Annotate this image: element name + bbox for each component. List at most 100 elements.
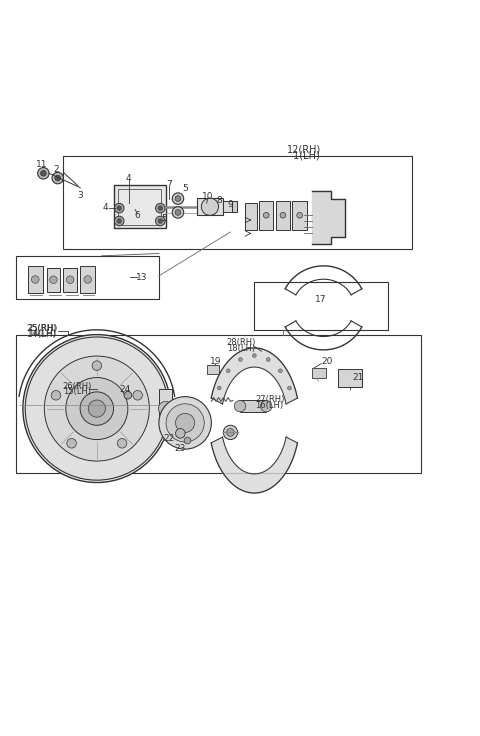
- Circle shape: [217, 386, 221, 390]
- Circle shape: [234, 400, 246, 412]
- Text: 1(LH): 1(LH): [289, 151, 319, 160]
- Circle shape: [266, 358, 270, 361]
- Bar: [118, 189, 161, 224]
- Text: 5: 5: [182, 183, 188, 193]
- Circle shape: [115, 216, 124, 226]
- Circle shape: [117, 219, 121, 224]
- Circle shape: [52, 172, 63, 184]
- Circle shape: [252, 354, 256, 358]
- Circle shape: [297, 213, 302, 218]
- Text: 11: 11: [36, 160, 48, 169]
- Bar: [223, 201, 232, 213]
- Bar: [28, 266, 43, 293]
- Text: 15(LH): 15(LH): [63, 387, 91, 396]
- Text: 27(RH): 27(RH): [255, 395, 284, 404]
- Bar: [63, 155, 412, 249]
- Circle shape: [44, 356, 149, 461]
- Polygon shape: [211, 437, 298, 493]
- Text: 4: 4: [103, 203, 108, 212]
- Circle shape: [172, 207, 184, 218]
- Text: 16(LH): 16(LH): [255, 400, 284, 410]
- Circle shape: [166, 404, 204, 442]
- Text: 25(RH): 25(RH): [26, 324, 58, 333]
- Bar: [276, 201, 290, 230]
- Bar: [312, 368, 326, 378]
- Circle shape: [288, 386, 291, 390]
- Bar: [114, 185, 166, 228]
- Circle shape: [156, 203, 165, 213]
- Circle shape: [158, 401, 173, 416]
- Circle shape: [23, 335, 171, 483]
- Circle shape: [158, 206, 163, 210]
- Text: 14(LH): 14(LH): [27, 330, 57, 339]
- Bar: [206, 365, 218, 374]
- Text: 4: 4: [126, 174, 132, 183]
- Polygon shape: [211, 348, 298, 404]
- Text: 9: 9: [228, 199, 233, 209]
- Circle shape: [133, 391, 143, 400]
- Circle shape: [117, 439, 127, 448]
- Circle shape: [264, 213, 269, 218]
- Circle shape: [201, 198, 218, 216]
- Text: 10: 10: [202, 191, 214, 201]
- Bar: [338, 369, 362, 387]
- Bar: [254, 282, 388, 330]
- Circle shape: [175, 210, 181, 216]
- Circle shape: [37, 168, 49, 179]
- Circle shape: [51, 391, 61, 400]
- Circle shape: [66, 378, 128, 439]
- Bar: [232, 201, 237, 213]
- Circle shape: [49, 276, 57, 283]
- Circle shape: [66, 276, 74, 283]
- Text: 3: 3: [77, 191, 83, 199]
- Bar: [259, 201, 274, 230]
- Text: 17: 17: [315, 295, 327, 304]
- Circle shape: [25, 337, 168, 480]
- Text: 26(RH): 26(RH): [62, 382, 92, 391]
- Text: 2: 2: [53, 165, 59, 174]
- Circle shape: [223, 425, 238, 439]
- Circle shape: [117, 206, 121, 210]
- Circle shape: [158, 219, 163, 224]
- Text: 23: 23: [174, 444, 186, 453]
- Circle shape: [159, 397, 211, 449]
- Bar: [292, 201, 307, 230]
- Circle shape: [32, 276, 39, 283]
- Circle shape: [67, 439, 76, 448]
- Circle shape: [80, 392, 114, 425]
- Text: 6: 6: [134, 210, 140, 220]
- Circle shape: [175, 196, 181, 202]
- Text: 21: 21: [353, 373, 364, 382]
- Text: 20: 20: [322, 357, 333, 367]
- Text: 7: 7: [167, 180, 172, 189]
- Bar: [47, 268, 60, 291]
- Bar: [63, 268, 77, 291]
- Text: 25(RH): 25(RH): [27, 324, 57, 333]
- Circle shape: [84, 276, 92, 283]
- Circle shape: [278, 369, 282, 372]
- Circle shape: [40, 171, 46, 176]
- Text: 18(LH): 18(LH): [228, 344, 255, 353]
- Text: 13: 13: [136, 273, 148, 282]
- Text: 28(RH): 28(RH): [227, 339, 256, 347]
- Circle shape: [115, 203, 124, 213]
- Bar: [245, 203, 257, 230]
- Text: 19: 19: [210, 357, 221, 367]
- Text: 8: 8: [216, 196, 222, 205]
- Circle shape: [55, 175, 60, 181]
- Circle shape: [124, 392, 132, 399]
- Bar: [80, 266, 96, 293]
- Text: 14(LH): 14(LH): [28, 329, 56, 338]
- Bar: [16, 256, 159, 299]
- Bar: [16, 335, 421, 473]
- Circle shape: [184, 437, 191, 444]
- Circle shape: [88, 400, 106, 417]
- Polygon shape: [312, 191, 345, 244]
- Text: 24: 24: [119, 385, 130, 394]
- Bar: [197, 198, 223, 216]
- Text: 22: 22: [164, 434, 175, 442]
- Bar: [159, 389, 172, 428]
- Circle shape: [227, 369, 230, 372]
- Circle shape: [156, 216, 165, 226]
- Circle shape: [176, 414, 195, 433]
